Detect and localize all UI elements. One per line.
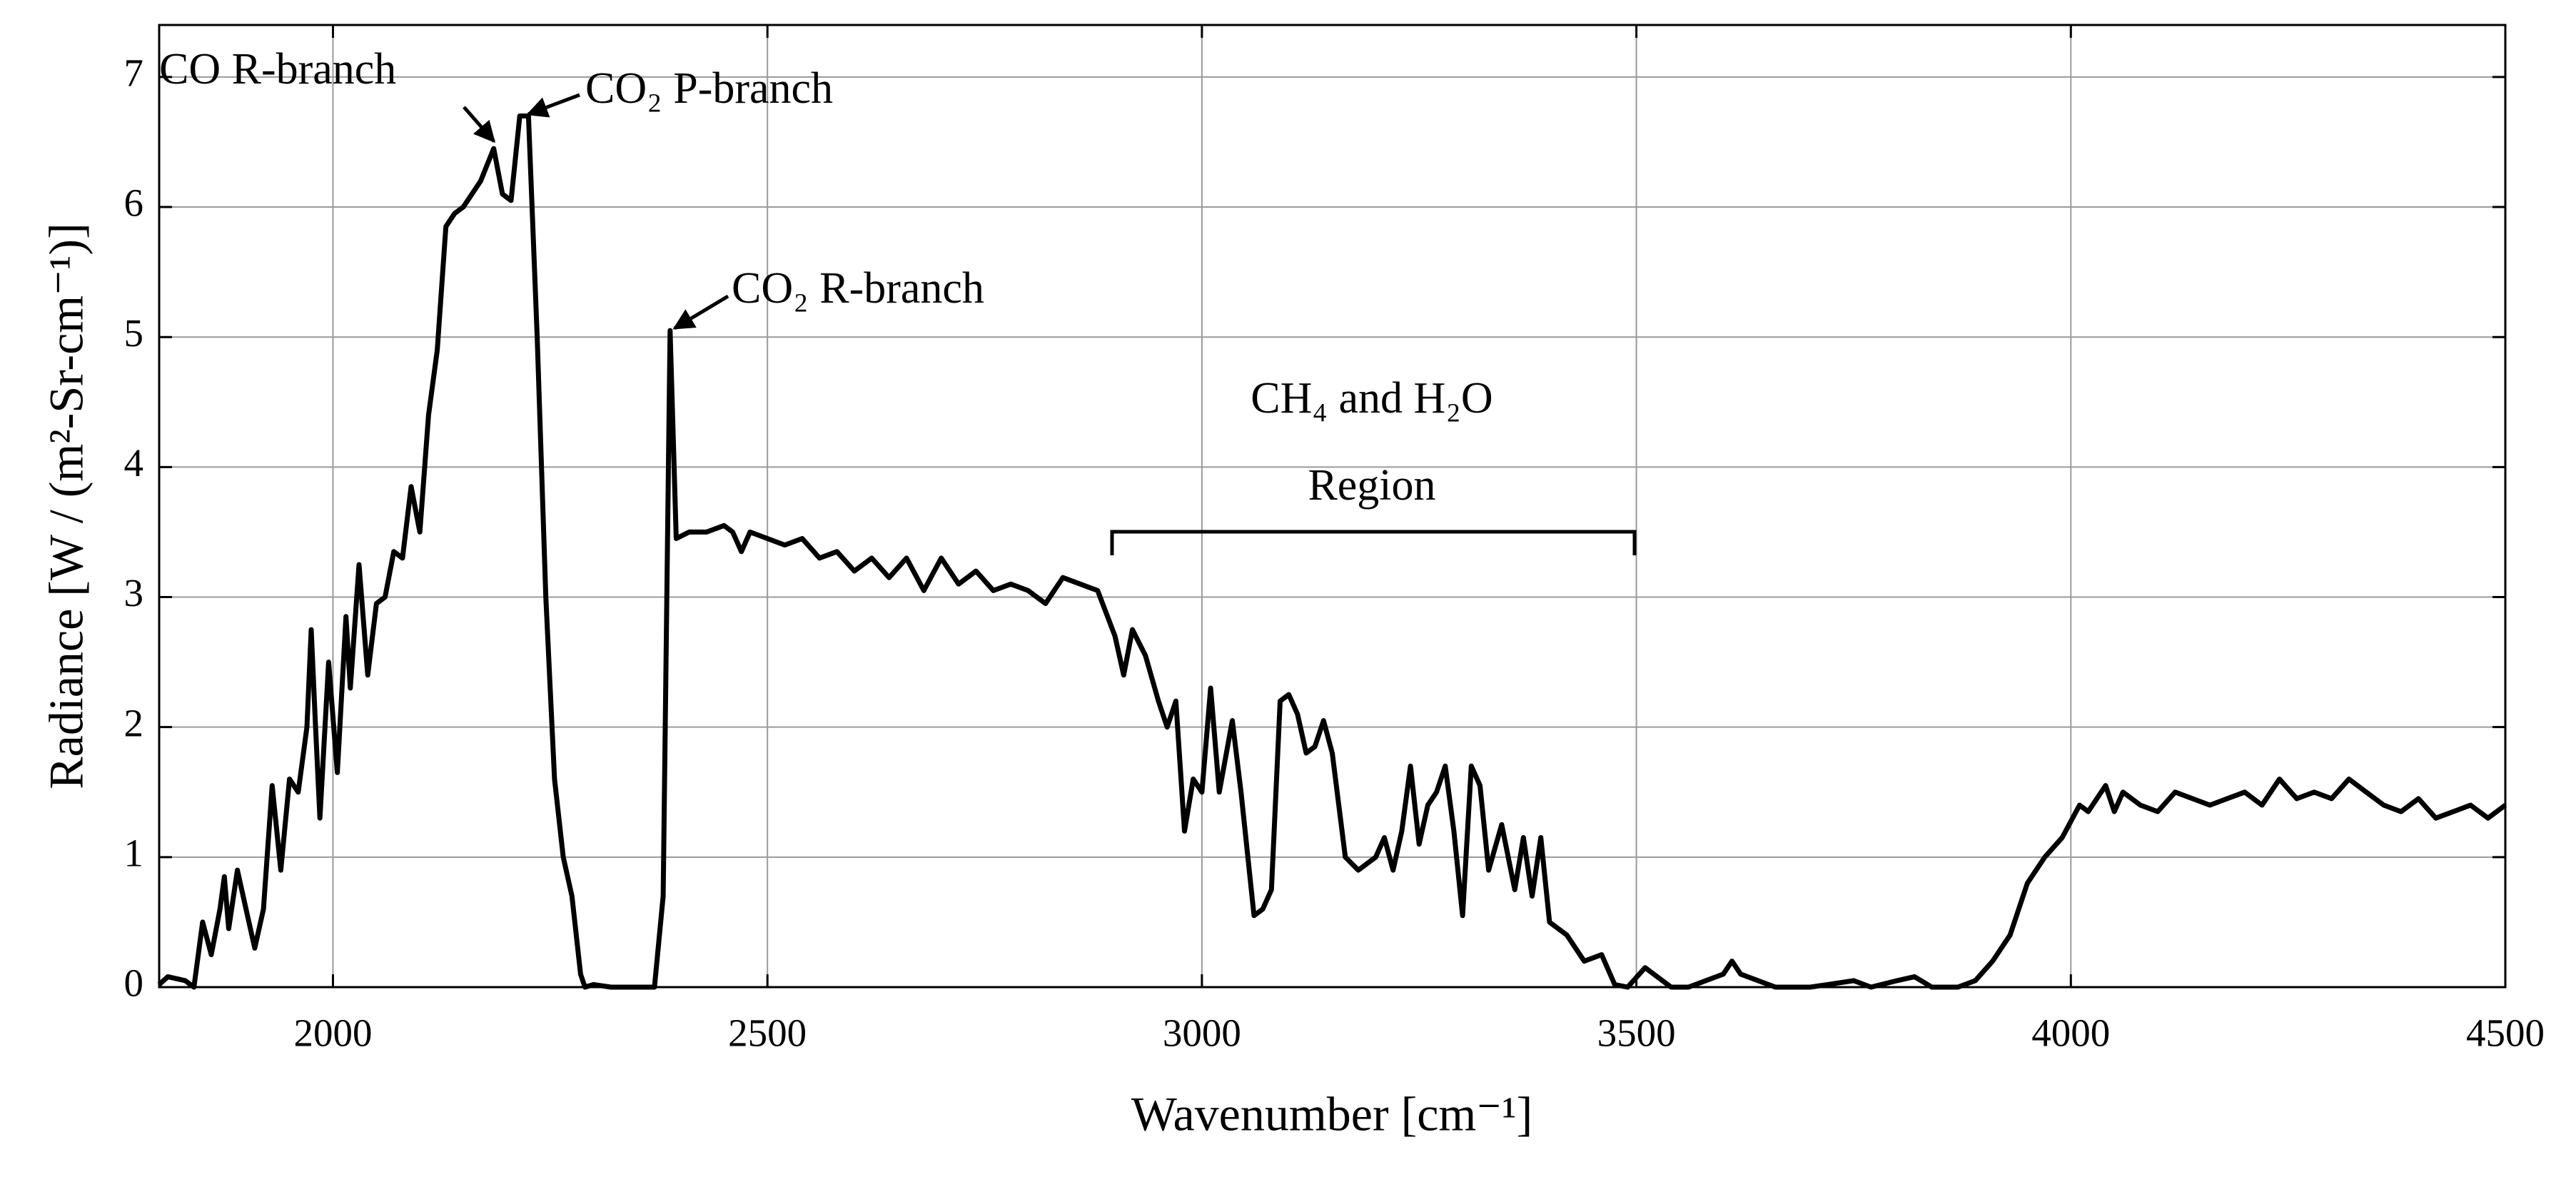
- annotation-arrow: [526, 93, 580, 118]
- x-tick-label: 4000: [2031, 1011, 2110, 1055]
- spectrum-line: [157, 113, 2507, 990]
- x-tick-label: 2500: [728, 1011, 807, 1055]
- annotation-arrow: [463, 106, 495, 143]
- plot-frame: [158, 24, 2507, 989]
- y-tick-label: 3: [124, 571, 144, 615]
- x-tick-label: 2000: [293, 1011, 372, 1055]
- region-bracket: [1110, 530, 1637, 555]
- annotation: CO R-branch: [159, 45, 396, 94]
- x-tick-label: 3000: [1163, 1011, 1241, 1055]
- y-tick-label: 4: [124, 441, 144, 485]
- annotation: CH₄ and H₂O: [1251, 374, 1492, 423]
- annotation: CO₂ P-branch: [585, 64, 833, 113]
- annotation-arrow: [672, 294, 729, 330]
- y-axis-label: Radiance [W / (m²-Sr-cm⁻¹)]: [39, 223, 94, 789]
- y-tick-label: 6: [124, 181, 144, 225]
- y-tick-label: 5: [124, 311, 144, 355]
- x-tick-label: 3500: [1597, 1011, 1676, 1055]
- y-tick-label: 0: [124, 961, 144, 1005]
- y-tick-label: 1: [124, 831, 144, 874]
- annotation: Region: [1308, 461, 1435, 510]
- x-axis-label: Wavenumber [cm⁻¹]: [1131, 1087, 1532, 1141]
- y-tick-label: 2: [124, 701, 144, 744]
- x-tick-label: 4500: [2466, 1011, 2545, 1055]
- y-tick-label: 7: [124, 51, 144, 94]
- plot: [157, 113, 2507, 990]
- annotation: CO₂ R-branch: [732, 264, 984, 313]
- labels: 2000 2500 3000 3500 4000 4500 0 1 2 3 4 5 6 7: [124, 51, 2545, 1054]
